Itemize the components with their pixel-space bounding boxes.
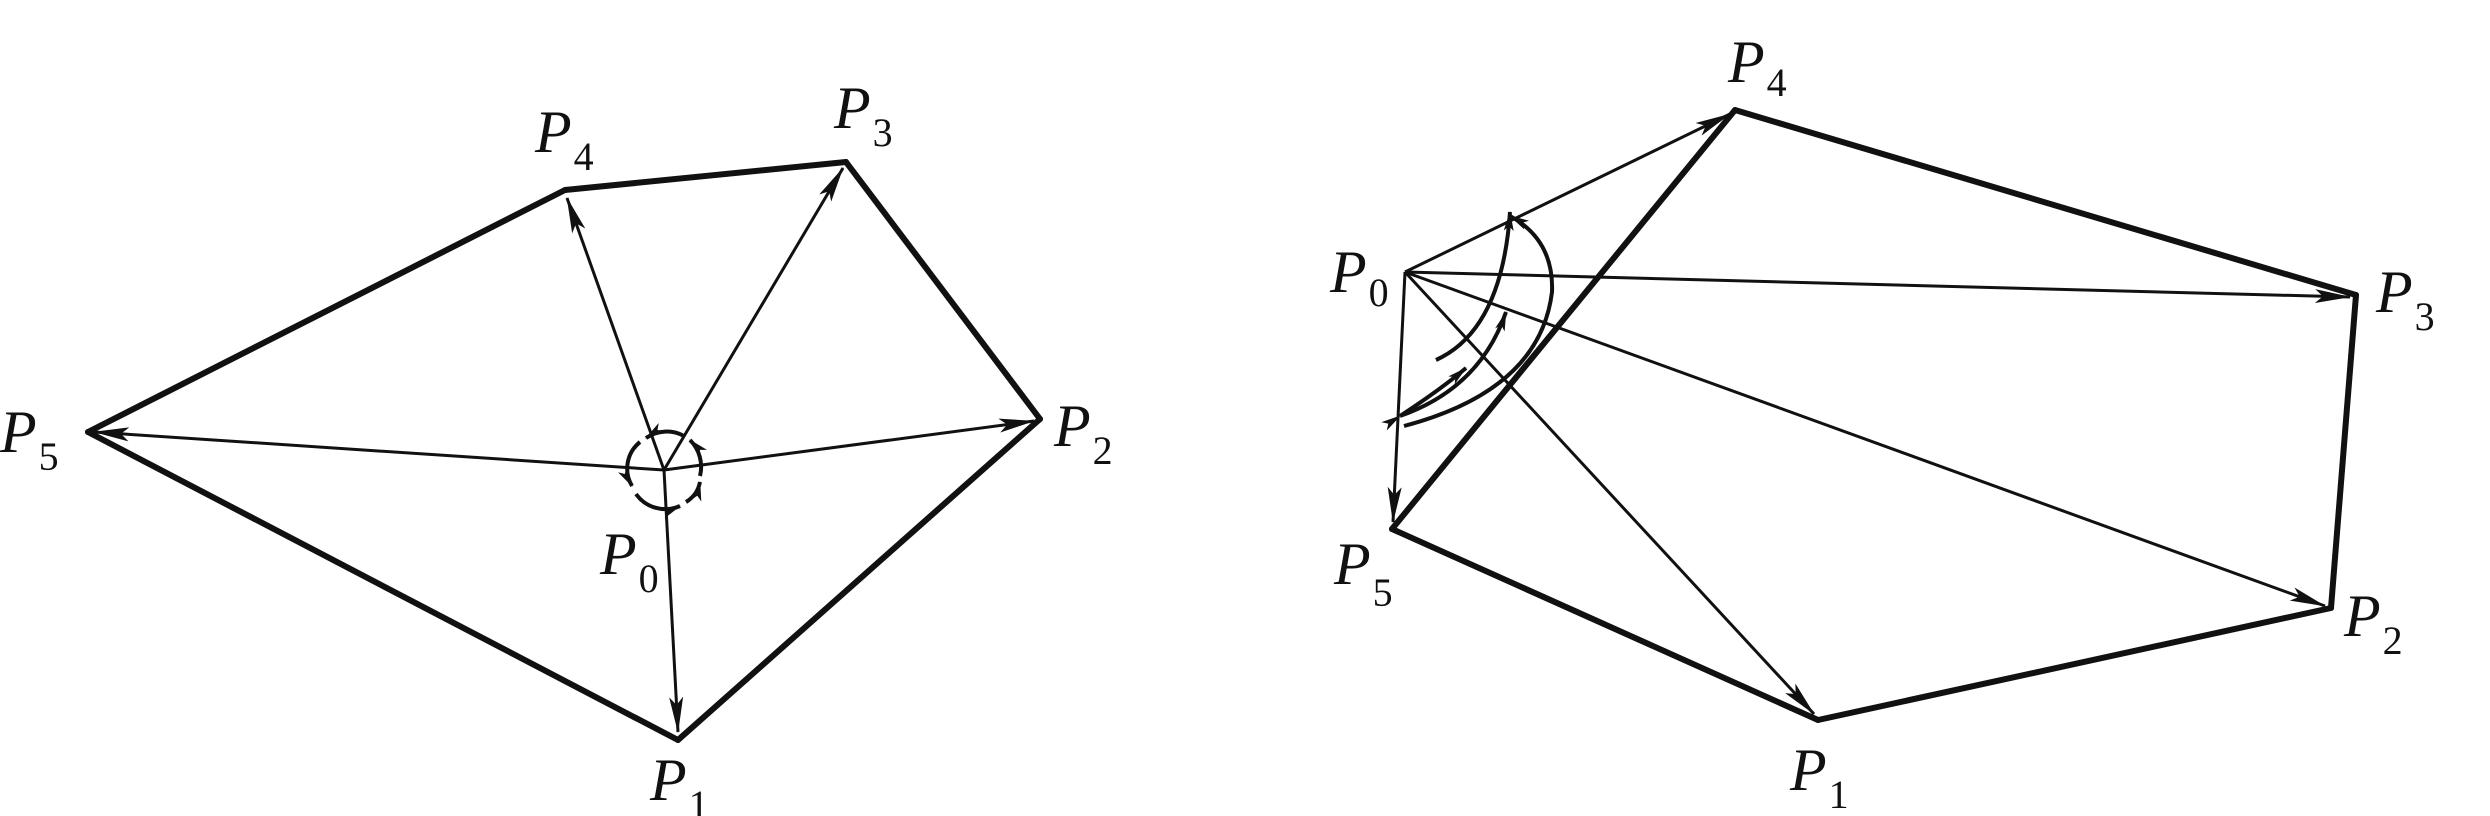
left-label-p0-letter: P [599, 521, 637, 587]
left-angle-arc-3 [617, 440, 642, 488]
left-angle-arc-5 [684, 481, 702, 504]
right-label-p4: P4 [1727, 29, 1787, 105]
right-edge-p4-p5 [1389, 107, 1738, 532]
left-label-p0-sub: 0 [639, 556, 659, 601]
left-label-p5-sub: 5 [39, 434, 59, 479]
right-label-p0-letter: P [1329, 239, 1367, 305]
left-label-p1-sub: 1 [689, 782, 709, 816]
right-vector-p0-p1 [1403, 270, 1816, 716]
right-label-p4-letter: P [1727, 29, 1765, 95]
right-label-p5: P5 [1333, 531, 1393, 615]
right-edge-p2-p3 [2328, 292, 2359, 611]
left-label-p5-letter: P [0, 399, 37, 465]
right-vector-p0-p4 [1404, 112, 1731, 274]
left-label-p4-sub: 4 [574, 134, 594, 179]
right-label-p3: P3 [2375, 259, 2435, 339]
left-figure: P0 P1 P2 P3 P4 P5 [0, 75, 1113, 816]
right-vector-p0-p2 [1404, 270, 2326, 608]
left-label-p5: P5 [0, 399, 59, 479]
left-label-p2-letter: P [1053, 393, 1091, 459]
right-angle-arc-medium [1399, 311, 1508, 418]
left-vector-p0-p2 [663, 418, 1035, 472]
right-label-p2-letter: P [2343, 583, 2381, 649]
left-polygon [85, 159, 1043, 743]
right-label-p0: P0 [1329, 239, 1389, 315]
right-figure: P0 P1 P2 P3 P4 P5 [1329, 29, 2435, 816]
right-angle-arc-top [1435, 211, 1514, 362]
right-angle-arc-large [1403, 214, 1555, 428]
left-label-p0: P0 [599, 521, 659, 601]
left-label-p3: P3 [833, 75, 893, 155]
right-label-p2: P2 [2343, 583, 2403, 663]
right-label-p1-sub: 1 [1829, 772, 1849, 816]
right-labels: P0 P1 P2 P3 P4 P5 [1329, 29, 2435, 816]
left-label-p3-letter: P [833, 75, 871, 141]
right-vector-p0-p3 [1404, 270, 2351, 304]
left-label-p2-sub: 2 [1093, 428, 1113, 473]
right-polygon [1389, 107, 2359, 723]
left-edge-p5-p1 [85, 429, 681, 743]
left-label-p1: P1 [649, 747, 709, 816]
right-label-p4-sub: 4 [1767, 60, 1787, 105]
right-label-p3-sub: 3 [2415, 294, 2435, 339]
right-label-p3-letter: P [2375, 259, 2413, 325]
left-angle-arcs [617, 423, 707, 519]
right-label-p2-sub: 2 [2383, 618, 2403, 663]
right-vectors [1387, 112, 2351, 716]
left-vector-p0-p4 [565, 197, 666, 471]
right-edge-p5-p1 [1389, 526, 1821, 723]
right-vector-p0-p5 [1387, 271, 1407, 523]
left-label-p4: P4 [534, 99, 594, 179]
right-edge-p3-p4 [1732, 107, 2359, 298]
right-angle-arcs [1381, 211, 1555, 431]
left-label-p2: P2 [1053, 393, 1113, 473]
right-label-p1-letter: P [1789, 737, 1827, 803]
left-vector-p0-p3 [662, 167, 845, 471]
right-label-p5-sub: 5 [1373, 570, 1393, 615]
left-edge-p4-p5 [85, 187, 568, 435]
left-vector-p0-p5 [93, 427, 665, 472]
left-label-p3-sub: 3 [873, 110, 893, 155]
left-angle-arc-4 [634, 492, 681, 519]
right-label-p1: P1 [1789, 737, 1849, 816]
left-label-p4-letter: P [534, 99, 572, 165]
left-angle-arc-2 [644, 423, 685, 440]
left-edge-p3-p4 [562, 159, 849, 193]
right-label-p5-letter: P [1333, 531, 1371, 597]
right-angle-arc-small [1381, 366, 1468, 431]
left-labels: P0 P1 P2 P3 P4 P5 [0, 75, 1113, 816]
right-label-p0-sub: 0 [1369, 270, 1389, 315]
left-edge-p1-p2 [675, 416, 1043, 743]
left-angle-arc-1 [688, 438, 707, 477]
left-edge-p2-p3 [843, 159, 1043, 422]
right-edge-p1-p2 [1815, 605, 2334, 723]
left-vectors [93, 167, 1035, 733]
left-label-p1-letter: P [649, 747, 687, 813]
